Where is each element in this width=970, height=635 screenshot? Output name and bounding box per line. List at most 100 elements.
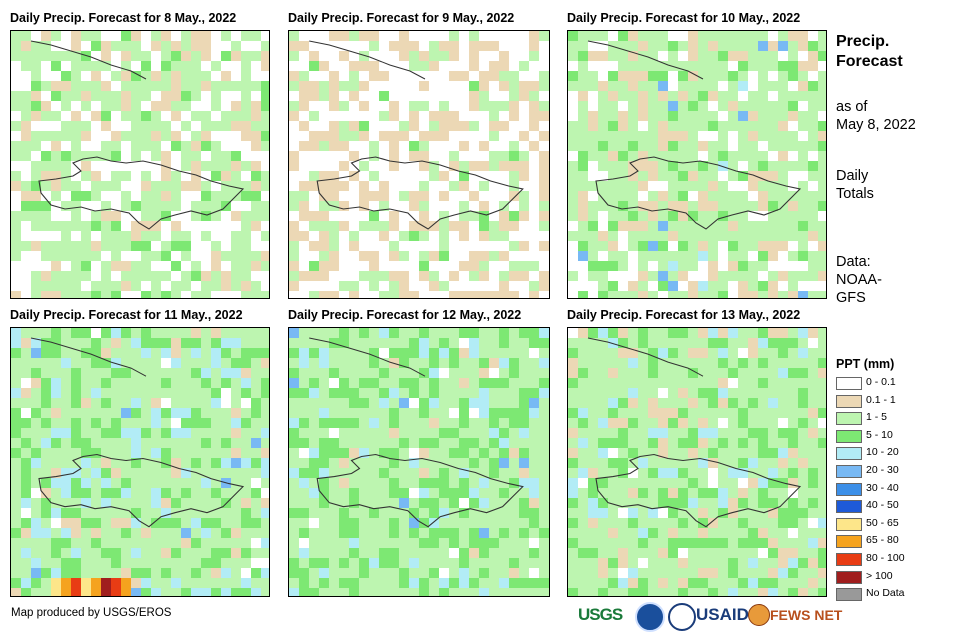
precip-cell — [161, 131, 171, 141]
precip-cell — [718, 121, 728, 131]
precip-cell — [688, 378, 698, 388]
precip-cell — [668, 221, 678, 231]
precip-cell — [608, 121, 618, 131]
precip-cell — [399, 438, 409, 448]
precip-cell — [171, 468, 181, 478]
precip-cell — [788, 448, 798, 458]
precip-cell — [399, 201, 409, 211]
precip-cell — [349, 221, 359, 231]
precip-cell — [131, 508, 141, 518]
precip-cell — [389, 488, 399, 498]
precip-cell — [539, 388, 549, 398]
precip-cell — [539, 578, 549, 588]
legend-label: 0 - 0.1 — [866, 376, 896, 388]
precip-cell — [389, 71, 399, 81]
precip-cell — [648, 368, 658, 378]
precip-cell — [419, 171, 429, 181]
precip-cell — [628, 528, 638, 538]
precip-cell — [588, 438, 598, 448]
precip-cell — [41, 41, 51, 51]
precip-cell — [141, 111, 151, 121]
precip-cell — [449, 31, 459, 41]
precip-cell — [738, 131, 748, 141]
precip-cell — [698, 438, 708, 448]
precip-cell — [578, 388, 588, 398]
coastline-outline — [595, 156, 802, 230]
precip-cell — [509, 261, 519, 271]
precip-cell — [808, 528, 818, 538]
precip-cell — [578, 31, 588, 41]
precip-cell — [708, 328, 718, 338]
precip-cell — [309, 558, 319, 568]
precip-cell — [449, 408, 459, 418]
precip-cell — [261, 101, 269, 111]
precip-cell — [429, 81, 439, 91]
precip-cell — [489, 378, 499, 388]
precip-cell — [509, 478, 519, 488]
precip-cell — [459, 231, 469, 241]
precip-cell — [469, 578, 479, 588]
precip-cell — [698, 181, 708, 191]
precip-cell — [678, 71, 688, 81]
precip-cell — [339, 338, 349, 348]
precip-cell — [379, 428, 389, 438]
precip-cell — [201, 51, 211, 61]
precip-cell — [768, 31, 778, 41]
precip-cell — [409, 221, 419, 231]
precip-cell — [489, 261, 499, 271]
precip-cell — [738, 81, 748, 91]
precip-cell — [678, 398, 688, 408]
precip-cell — [409, 408, 419, 418]
precip-cell — [71, 558, 81, 568]
precip-cell — [141, 338, 151, 348]
precip-cell — [329, 368, 339, 378]
precip-cell — [349, 328, 359, 338]
precip-cell — [588, 348, 598, 358]
precip-cell — [479, 488, 489, 498]
precip-cell — [409, 281, 419, 291]
precip-cell — [459, 261, 469, 271]
precip-cell — [499, 578, 509, 588]
precip-cell — [469, 91, 479, 101]
precip-cell — [151, 51, 161, 61]
coastline-outline — [316, 453, 524, 528]
precip-cell — [728, 71, 738, 81]
precip-cell — [21, 151, 31, 161]
precip-cell — [658, 171, 668, 181]
precip-cell — [31, 51, 41, 61]
precip-cell — [728, 111, 738, 121]
precip-cell — [41, 478, 51, 488]
precip-cell — [359, 348, 369, 358]
precip-cell — [429, 201, 439, 211]
precip-cell — [818, 31, 826, 41]
precip-cell — [519, 31, 529, 41]
precip-cell — [211, 221, 221, 231]
precip-cell — [349, 91, 359, 101]
precip-cell — [141, 378, 151, 388]
precip-cell — [718, 568, 728, 578]
precip-cell — [181, 291, 191, 298]
precip-cell — [778, 568, 788, 578]
precip-cell — [329, 458, 339, 468]
precip-cell — [439, 508, 449, 518]
precip-cell — [628, 101, 638, 111]
precip-cell — [151, 41, 161, 51]
precip-cell — [718, 231, 728, 241]
precip-cell — [11, 271, 21, 281]
precip-cell — [241, 41, 251, 51]
precip-cell — [409, 358, 419, 368]
precip-cell — [61, 101, 71, 111]
precip-cell — [329, 271, 339, 281]
precip-cell — [339, 518, 349, 528]
precip-cell — [818, 398, 826, 408]
precip-cell — [251, 428, 261, 438]
precip-cell — [499, 408, 509, 418]
precip-cell — [598, 518, 608, 528]
precip-cell — [309, 261, 319, 271]
precip-cell — [409, 348, 419, 358]
precip-cell — [51, 508, 61, 518]
precip-cell — [519, 428, 529, 438]
precip-cell — [299, 568, 309, 578]
precip-cell — [221, 51, 231, 61]
precip-cell — [768, 131, 778, 141]
